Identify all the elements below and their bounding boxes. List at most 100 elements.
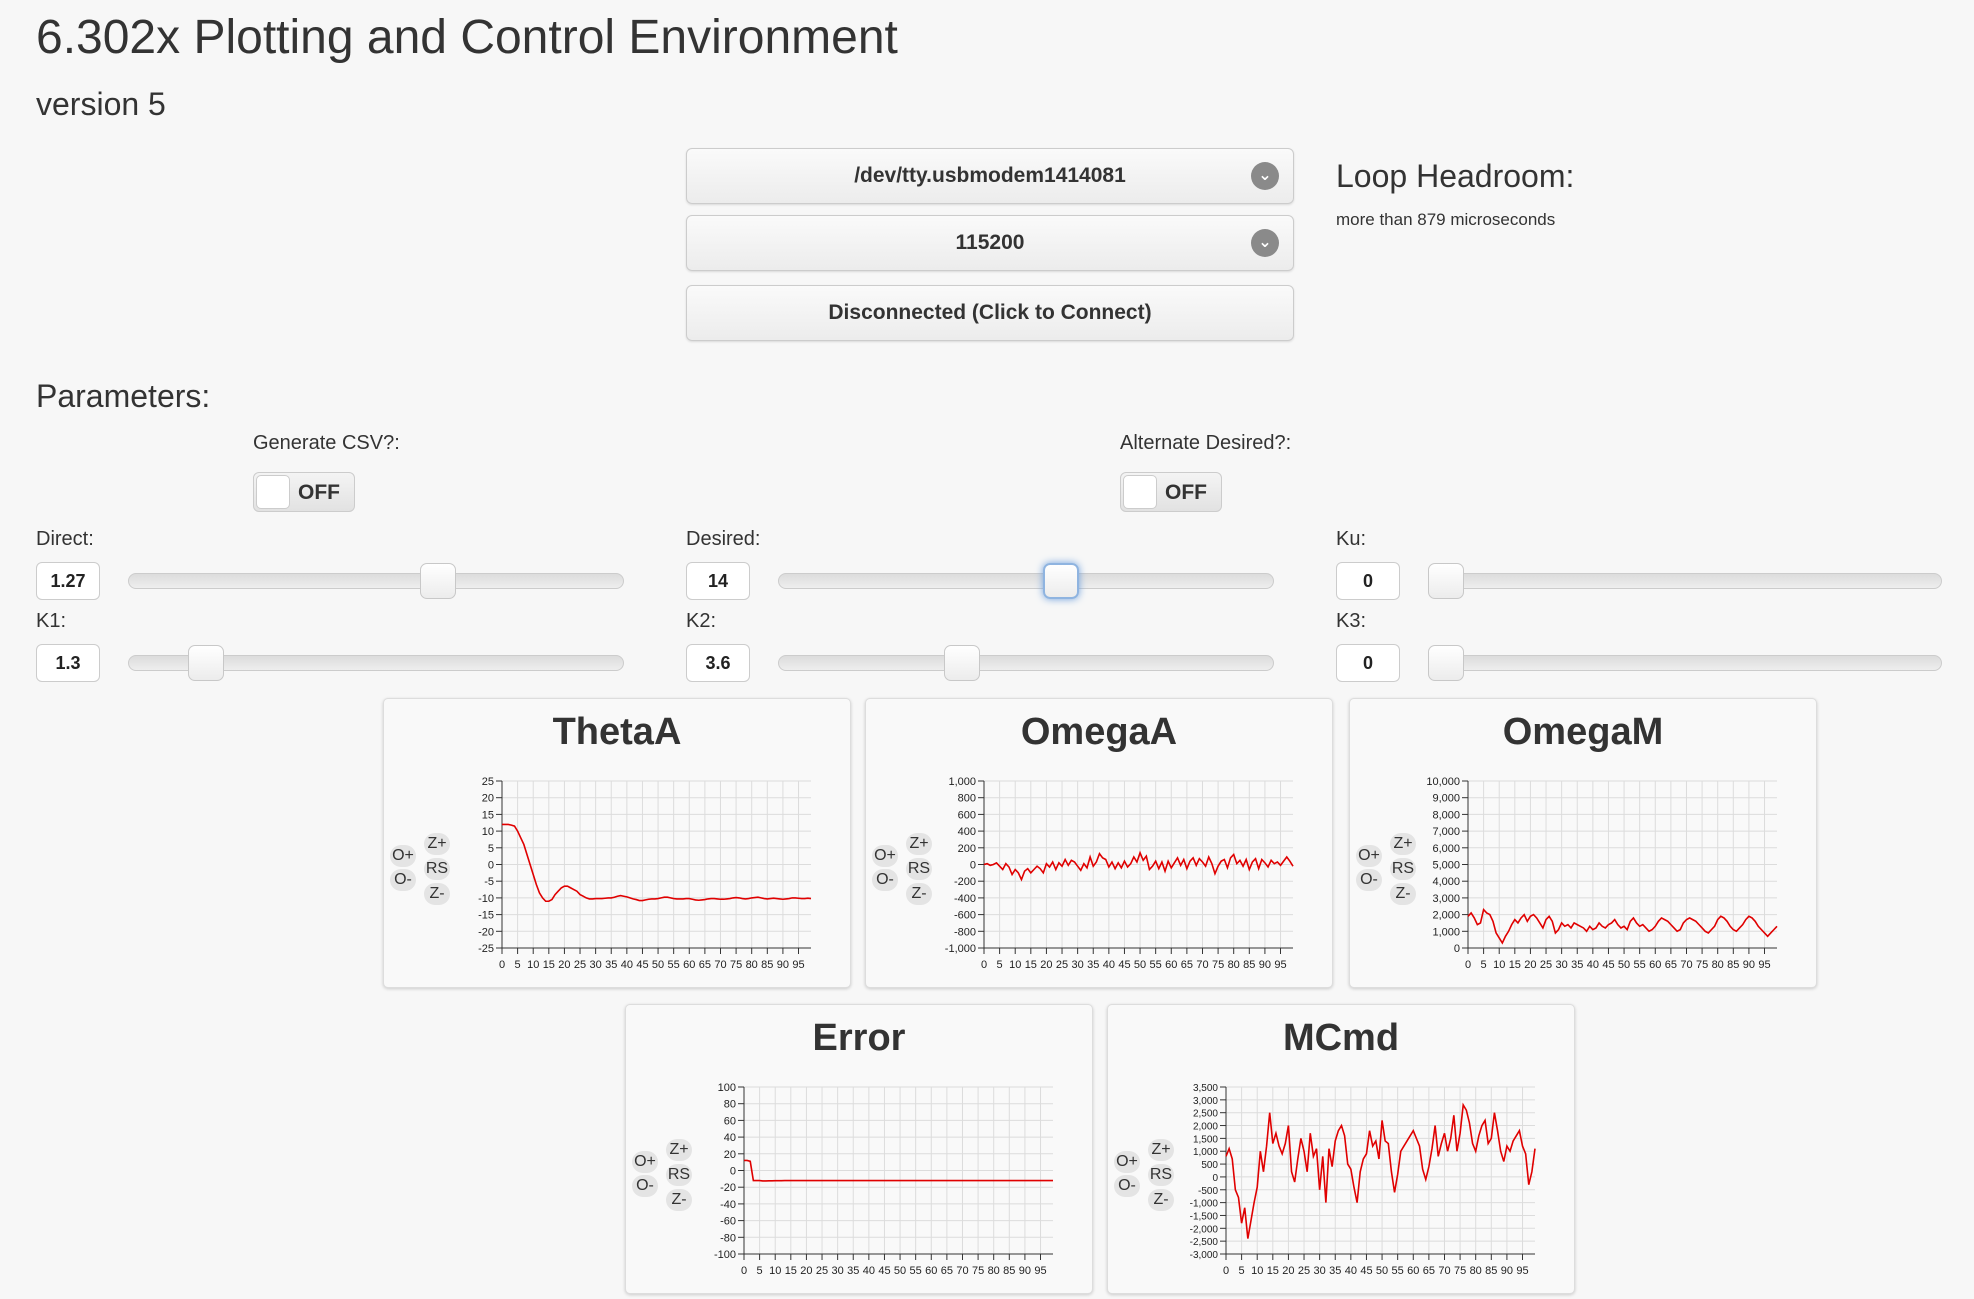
zoom-out-minus-button[interactable]: O- xyxy=(632,1175,658,1197)
slider-track-k1[interactable] xyxy=(128,655,624,671)
y-tick-label: -25 xyxy=(478,943,494,955)
slider-handle-direct[interactable] xyxy=(420,563,457,599)
value-field-desired[interactable]: 14 xyxy=(686,562,750,600)
x-tick-label: 10 xyxy=(527,959,539,971)
slider-track-direct[interactable] xyxy=(128,573,624,589)
x-tick-label: 75 xyxy=(1454,1265,1466,1277)
slider-handle-k2[interactable] xyxy=(943,645,980,681)
zoom-out-plus-button[interactable]: O+ xyxy=(872,845,898,867)
x-tick-label: 90 xyxy=(1019,1265,1031,1277)
y-tick-label: -500 xyxy=(1198,1186,1218,1197)
x-tick-label: 45 xyxy=(878,1265,890,1277)
zoom-in-button[interactable]: Z+ xyxy=(1148,1139,1174,1161)
zoom-in-minus-button[interactable]: Z- xyxy=(424,883,450,905)
x-tick-label: 95 xyxy=(1034,1265,1046,1277)
x-tick-label: 70 xyxy=(714,959,726,971)
x-tick-label: 55 xyxy=(1634,959,1646,971)
reset-scale-button[interactable]: RS xyxy=(906,858,932,880)
baud-select[interactable]: 115200 ⌄ xyxy=(686,215,1294,271)
zoom-out-plus-button[interactable]: O+ xyxy=(390,845,416,867)
alternate-desired-label: Alternate Desired?: xyxy=(1120,432,1292,454)
reset-scale-button[interactable]: RS xyxy=(424,858,450,880)
y-tick-label: -600 xyxy=(954,910,976,922)
zoom-in-button[interactable]: Z+ xyxy=(906,833,932,855)
x-tick-label: 70 xyxy=(1438,1265,1450,1277)
zoom-out-minus-button[interactable]: O- xyxy=(1356,869,1382,891)
zoom-in-minus-button[interactable]: Z- xyxy=(1390,883,1416,905)
y-tick-label: 500 xyxy=(1201,1160,1218,1171)
port-select-value: /dev/tty.usbmodem1414081 xyxy=(854,164,1126,187)
x-tick-label: 20 xyxy=(800,1265,812,1277)
plot-svg: 10,000 9,000 8,000 7,000 6,000 5,000 4,000 3,00… xyxy=(1426,776,1778,971)
zoom-in-button[interactable]: Z+ xyxy=(424,833,450,855)
x-tick-label: 10 xyxy=(769,1265,781,1277)
zoom-in-minus-button[interactable]: Z- xyxy=(906,883,932,905)
x-tick-label: 35 xyxy=(605,959,617,971)
y-tick-label: -1,000 xyxy=(945,943,976,955)
y-tick-label: 1,000 xyxy=(948,776,976,788)
x-tick-label: 10 xyxy=(1009,959,1021,971)
x-tick-label: 65 xyxy=(1423,1265,1435,1277)
value-field-ku[interactable]: 0 xyxy=(1336,562,1400,600)
value-field-k1[interactable]: 1.3 xyxy=(36,644,100,682)
y-tick-label: 10 xyxy=(482,826,494,838)
y-tick-label: 40 xyxy=(724,1132,736,1144)
y-tick-label: -1,500 xyxy=(1190,1211,1219,1222)
y-tick-label: 2,500 xyxy=(1193,1109,1218,1120)
y-tick-label: -20 xyxy=(720,1182,736,1194)
reset-scale-button[interactable]: RS xyxy=(1148,1164,1174,1186)
zoom-out-plus-button[interactable]: O+ xyxy=(632,1151,658,1173)
y-tick-label: 20 xyxy=(482,793,494,805)
reset-scale-button[interactable]: RS xyxy=(666,1164,692,1186)
plot-title: OmegaA xyxy=(1020,711,1178,753)
slider-handle-k1[interactable] xyxy=(187,645,224,681)
plot-title: ThetaA xyxy=(552,711,682,753)
slider-handle-desired[interactable] xyxy=(1042,563,1079,599)
plot-title: OmegaM xyxy=(1502,711,1664,753)
x-tick-label: 20 xyxy=(1282,1265,1294,1277)
y-tick-label: -100 xyxy=(714,1249,736,1261)
x-tick-label: 5 xyxy=(515,959,521,971)
value-field-direct[interactable]: 1.27 xyxy=(36,562,100,600)
zoom-in-button[interactable]: Z+ xyxy=(666,1139,692,1161)
zoom-in-button[interactable]: Z+ xyxy=(1390,833,1416,855)
x-tick-label: 95 xyxy=(1274,959,1286,971)
toggle-knob xyxy=(256,475,290,509)
x-tick-label: 10 xyxy=(1493,959,1505,971)
zoom-in-minus-button[interactable]: Z- xyxy=(666,1189,692,1211)
zoom-out-plus-button[interactable]: O+ xyxy=(1114,1151,1140,1173)
y-tick-label: 25 xyxy=(482,776,494,788)
slider-track-desired[interactable] xyxy=(778,573,1274,589)
zoom-in-minus-button[interactable]: Z- xyxy=(1148,1189,1174,1211)
x-tick-label: 65 xyxy=(941,1265,953,1277)
x-tick-label: 90 xyxy=(777,959,789,971)
slider-handle-ku[interactable] xyxy=(1428,563,1464,599)
y-tick-label: -5 xyxy=(484,876,494,888)
value-field-k3[interactable]: 0 xyxy=(1336,644,1400,682)
chevron-down-icon: ⌄ xyxy=(1251,162,1279,190)
generate-csv-toggle[interactable]: OFF xyxy=(253,472,355,512)
y-tick-label: 2,000 xyxy=(1193,1122,1218,1133)
slider-handle-k3[interactable] xyxy=(1428,645,1464,681)
x-tick-label: 70 xyxy=(1680,959,1692,971)
reset-scale-button[interactable]: RS xyxy=(1390,858,1416,880)
zoom-out-minus-button[interactable]: O- xyxy=(1114,1175,1140,1197)
connect-button[interactable]: Disconnected (Click to Connect) xyxy=(686,285,1294,341)
slider-track-k2[interactable] xyxy=(778,655,1274,671)
slider-track-k3[interactable] xyxy=(1428,655,1942,671)
zoom-out-minus-button[interactable]: O- xyxy=(390,869,416,891)
port-select[interactable]: /dev/tty.usbmodem1414081 ⌄ xyxy=(686,148,1294,204)
slider-track-ku[interactable] xyxy=(1428,573,1942,589)
x-tick-label: 30 xyxy=(1556,959,1568,971)
y-tick-label: -10 xyxy=(478,893,494,905)
alternate-desired-toggle[interactable]: OFF xyxy=(1120,472,1222,512)
y-tick-label: 2,000 xyxy=(1432,910,1460,922)
y-tick-label: 7,000 xyxy=(1432,826,1460,838)
zoom-out-minus-button[interactable]: O- xyxy=(872,869,898,891)
x-tick-label: 45 xyxy=(1602,959,1614,971)
series-line xyxy=(744,1159,1053,1182)
x-tick-label: 5 xyxy=(1481,959,1487,971)
zoom-out-plus-button[interactable]: O+ xyxy=(1356,845,1382,867)
value-field-k2[interactable]: 3.6 xyxy=(686,644,750,682)
